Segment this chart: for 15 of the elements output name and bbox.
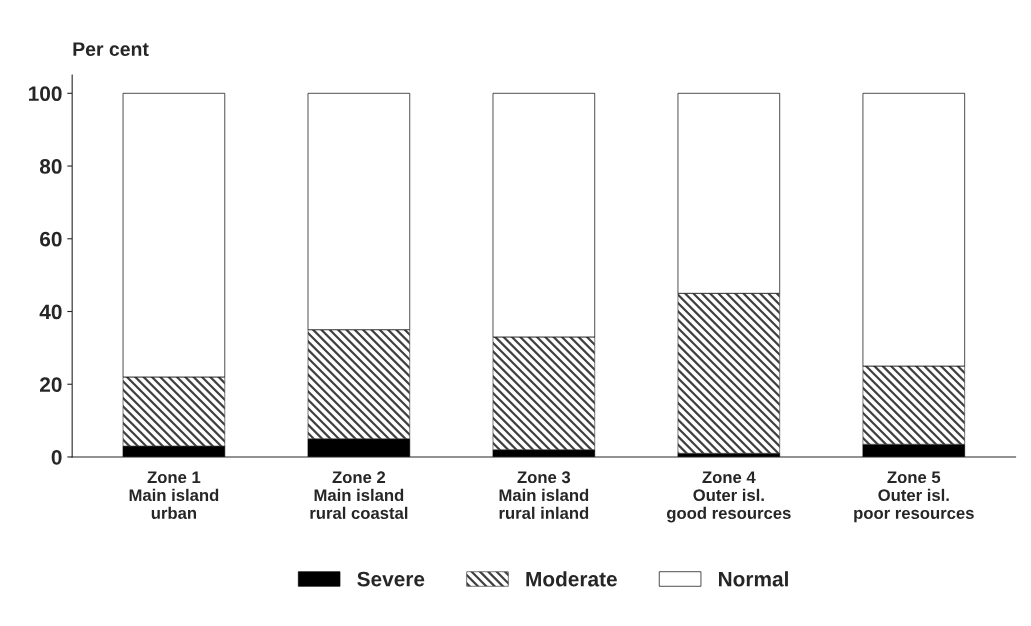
x-tick-label: Zone 1 Main island urban bbox=[129, 471, 219, 520]
y-tick-label: 60 bbox=[40, 231, 62, 247]
y-tick-label: 0 bbox=[51, 449, 62, 465]
legend-label: Moderate bbox=[526, 571, 617, 587]
x-tick-label: Zone 2 Main island rural coastal bbox=[310, 471, 408, 520]
y-tick-label: 20 bbox=[40, 377, 62, 392]
y-tick-label: 40 bbox=[39, 304, 62, 320]
legend-label: Severe bbox=[357, 571, 425, 587]
y-tick-label: 80 bbox=[39, 159, 62, 174]
x-tick-label: Zone 3 Main island rural inland bbox=[499, 471, 589, 520]
x-tick-label: Zone 4 Outer isl. good resources bbox=[667, 471, 791, 523]
x-tick-label: Zone 5 Outer isl. poor resources bbox=[854, 471, 974, 523]
legend-label: Normal bbox=[719, 571, 788, 587]
y-axis-title: Per cent bbox=[73, 42, 149, 56]
y-tick-label: 100 bbox=[29, 86, 62, 102]
